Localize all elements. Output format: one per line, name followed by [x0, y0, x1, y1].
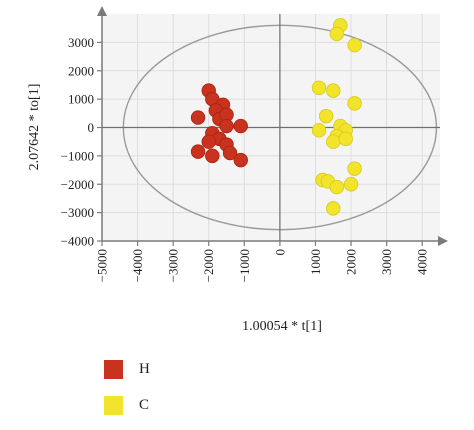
point-h-15: [222, 145, 238, 161]
axes: [97, 6, 448, 246]
point-c-13: [347, 161, 362, 176]
x-tick-label-9: 4000: [415, 249, 430, 275]
x-tick-label-4: −1000: [237, 249, 252, 282]
point-h-12: [201, 134, 216, 149]
legend-label-c: C: [139, 396, 150, 413]
y-tick-label-5: 1000: [68, 92, 94, 107]
x-tick-label-6: 1000: [308, 249, 323, 275]
x-tick-label-1: −4000: [130, 249, 145, 282]
point-c-3: [311, 80, 327, 95]
x-tick-label-7: 2000: [344, 249, 359, 275]
y-tick-label-0: −4000: [61, 234, 94, 249]
point-c-18: [326, 201, 341, 216]
x-tick-label-3: −2000: [201, 249, 216, 282]
legend: H C: [104, 358, 150, 430]
x-axis-arrow: [438, 236, 448, 246]
y-tick-label-2: −2000: [61, 177, 94, 192]
point-c-17: [343, 177, 359, 192]
point-h-7: [233, 118, 248, 134]
legend-item-c: C: [104, 394, 150, 416]
point-c-2: [347, 38, 362, 53]
y-tick-label-3: −1000: [61, 148, 94, 163]
y-tick-label-7: 3000: [68, 35, 94, 50]
point-h-13: [190, 144, 206, 159]
y-tick-label-1: −3000: [61, 205, 94, 220]
point-c-12: [338, 131, 353, 147]
point-h-5: [190, 110, 206, 125]
x-tick-label-8: 3000: [379, 249, 394, 275]
x-axis-title: 1.00054 * t[1]: [242, 319, 322, 334]
point-c-6: [318, 108, 334, 124]
y-tick-label-4: 0: [88, 120, 95, 135]
point-c-16: [329, 179, 345, 195]
point-c-4: [326, 83, 341, 98]
point-h-8: [219, 118, 234, 134]
x-tick-label-2: −3000: [166, 249, 181, 282]
point-c-1: [329, 26, 345, 42]
legend-label-h: H: [139, 360, 150, 377]
point-h-14: [205, 148, 220, 164]
legend-swatch-h: [104, 359, 123, 379]
legend-item-h: H: [104, 358, 150, 380]
data-points: [190, 18, 362, 216]
x-tick-label-0: −5000: [95, 249, 110, 282]
x-tick-label-5: 0: [272, 249, 287, 256]
y-tick-label-6: 2000: [68, 63, 94, 78]
point-h-16: [233, 152, 248, 168]
point-c-8: [311, 123, 327, 138]
y-axis-title: 2.07642 * to[1]: [27, 84, 42, 171]
point-c-11: [326, 134, 341, 149]
y-axis-arrow: [97, 6, 107, 16]
legend-swatch-c: [104, 395, 123, 415]
point-c-5: [347, 96, 362, 111]
